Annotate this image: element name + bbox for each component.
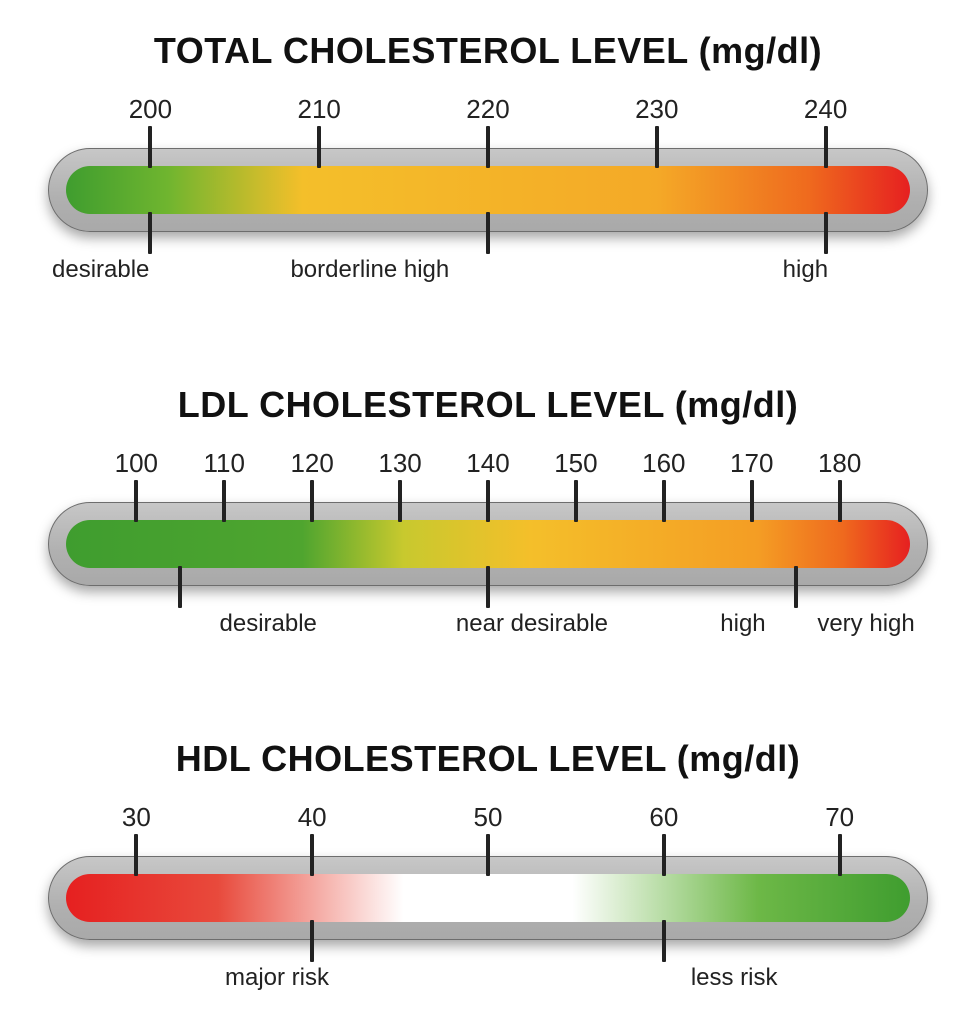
gauge-ldl: LDL CHOLESTEROL LEVEL (mg/dl) 1001101201… [40,384,936,640]
range-label: near desirable [456,610,608,638]
tick-mark [486,480,490,522]
tick-label: 160 [642,448,685,479]
tick-mark [750,480,754,522]
tick-label: 210 [297,94,340,125]
range-divider [486,212,490,254]
range-label: high [783,256,828,284]
tick-label: 110 [204,448,245,479]
tick-label: 220 [466,94,509,125]
range-label: desirable [52,256,149,284]
tick-mark [317,126,321,168]
gauge-hdl: HDL CHOLESTEROL LEVEL (mg/dl) 30 40 50 60 70… [40,738,936,994]
gauge-gradient-bar [66,874,910,922]
tick-mark [222,480,226,522]
tick-label: 30 [122,802,151,833]
tick-mark [398,480,402,522]
range-divider [310,920,314,962]
tick-label: 120 [290,448,333,479]
gauge-scale-total: 200 210 220 230 240 desirable borderline high h… [48,86,928,286]
range-label: desirable [220,610,317,638]
range-divider [486,566,490,608]
tick-mark [486,126,490,168]
range-divider [824,212,828,254]
tick-label: 180 [818,448,861,479]
tick-mark [134,834,138,876]
range-divider [148,212,152,254]
gauge-total: TOTAL CHOLESTEROL LEVEL (mg/dl) 200 210 22… [40,30,936,286]
tick-mark [838,834,842,876]
tick-mark [655,126,659,168]
tick-label: 40 [298,802,327,833]
gauge-gradient-bar [66,166,910,214]
tick-mark [134,480,138,522]
gauge-title-ldl: LDL CHOLESTEROL LEVEL (mg/dl) [178,384,799,426]
tick-label: 70 [825,802,854,833]
tick-mark [662,480,666,522]
tick-label: 230 [635,94,678,125]
gauge-gradient-bar [66,520,910,568]
range-divider [178,566,182,608]
tick-mark [148,126,152,168]
tick-label: 60 [649,802,678,833]
range-label: borderline high [290,256,449,284]
tick-mark [824,126,828,168]
gauge-scale-ldl: 100 110 120 130 140 150 160 170 180 desirable near… [48,440,928,640]
tick-label: 130 [378,448,421,479]
tick-label: 170 [730,448,773,479]
tick-label: 240 [804,94,847,125]
range-label: less risk [691,964,778,992]
range-label: major risk [225,964,329,992]
tick-label: 50 [474,802,503,833]
range-divider [794,566,798,608]
tick-mark [486,834,490,876]
tick-label: 140 [466,448,509,479]
tick-mark [310,480,314,522]
tick-label: 100 [115,448,158,479]
tick-mark [662,834,666,876]
range-divider [662,920,666,962]
tick-mark [838,480,842,522]
tick-label: 150 [554,448,597,479]
gauge-title-hdl: HDL CHOLESTEROL LEVEL (mg/dl) [176,738,801,780]
gauge-scale-hdl: 30 40 50 60 70 major risk less risk [48,794,928,994]
tick-mark [310,834,314,876]
tick-mark [574,480,578,522]
gauge-title-total: TOTAL CHOLESTEROL LEVEL (mg/dl) [154,30,822,72]
range-label: very high [817,610,914,638]
tick-label: 200 [129,94,172,125]
range-label: high [720,610,765,638]
